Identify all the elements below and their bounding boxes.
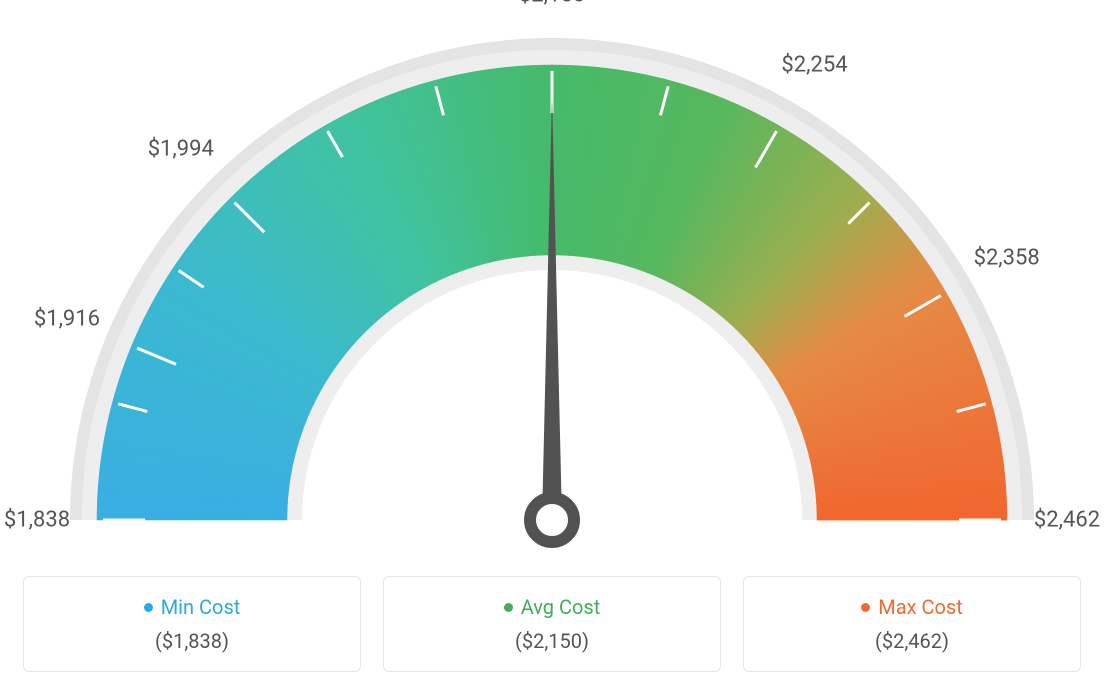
gauge-svg xyxy=(22,20,1082,560)
gauge-scale-label: $2,254 xyxy=(781,53,847,78)
gauge-scale-label: $1,994 xyxy=(148,136,214,161)
dot-icon-max xyxy=(861,603,870,612)
legend-title-max: Max Cost xyxy=(861,595,963,619)
legend-title-max-text: Max Cost xyxy=(878,595,963,619)
gauge-scale-label: $2,150 xyxy=(519,0,585,8)
dot-icon-min xyxy=(144,603,153,612)
gauge-chart: $1,838$1,916$1,994$2,150$2,254$2,358$2,4… xyxy=(22,20,1082,560)
legend-value-min: ($1,838) xyxy=(34,629,350,653)
gauge-scale-label: $1,916 xyxy=(34,307,100,332)
legend-row: Min Cost ($1,838) Avg Cost ($2,150) Max … xyxy=(23,576,1081,672)
legend-card-max: Max Cost ($2,462) xyxy=(743,576,1081,672)
legend-title-avg-text: Avg Cost xyxy=(521,595,601,619)
gauge-scale-label: $1,838 xyxy=(4,508,70,533)
gauge-scale-label: $2,462 xyxy=(1034,508,1100,533)
legend-card-avg: Avg Cost ($2,150) xyxy=(383,576,721,672)
legend-value-avg: ($2,150) xyxy=(394,629,710,653)
legend-card-min: Min Cost ($1,838) xyxy=(23,576,361,672)
legend-title-min: Min Cost xyxy=(144,595,241,619)
legend-title-min-text: Min Cost xyxy=(161,595,241,619)
legend-title-avg: Avg Cost xyxy=(504,595,601,619)
legend-value-max: ($2,462) xyxy=(754,629,1070,653)
gauge-scale-label: $2,358 xyxy=(974,245,1040,270)
dot-icon-avg xyxy=(504,603,513,612)
